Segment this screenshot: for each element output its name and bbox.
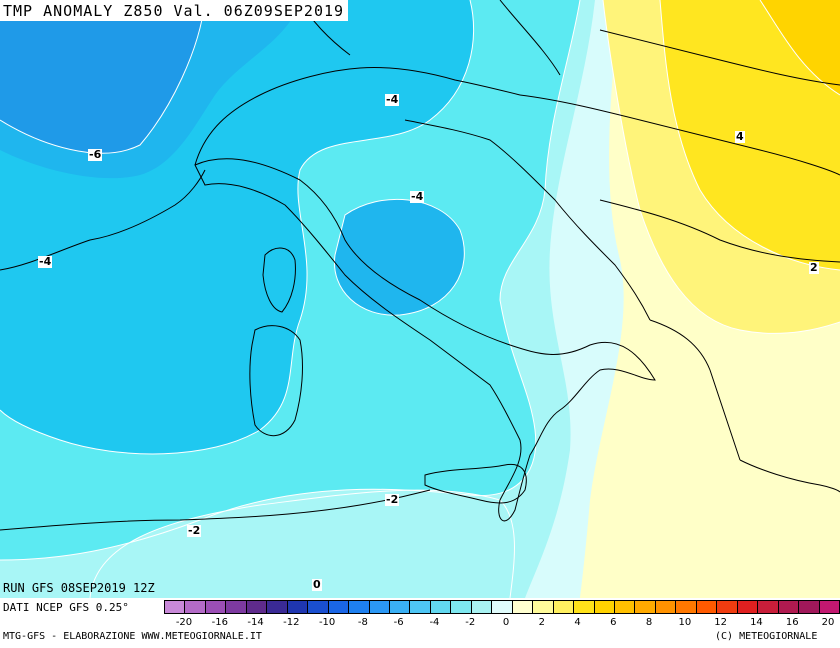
- credit-right: (C) METEOGIORNALE: [715, 631, 818, 642]
- anomaly-band-neg8-6: [0, 0, 205, 160]
- scale-swatch: [676, 601, 697, 613]
- scale-swatch: [655, 601, 677, 613]
- contour-lines: [0, 0, 840, 598]
- credit-left: MTG-GFS - ELABORAZIONE WWW.METEOGIORNALE…: [3, 631, 262, 642]
- scale-tick-label: -6: [393, 617, 404, 628]
- scale-tick-label: -8: [357, 617, 368, 628]
- scale-swatch: [349, 601, 370, 613]
- contour-label: 0: [312, 578, 322, 591]
- scale-swatch: [778, 601, 800, 613]
- contour-label: -4: [385, 93, 400, 106]
- scale-tick-label: -16: [211, 617, 228, 628]
- scale-tick-label: 14: [750, 617, 763, 628]
- scale-tick-label: 16: [785, 617, 799, 628]
- color-scale-bar: [164, 600, 840, 614]
- scale-swatch: [165, 601, 186, 613]
- scale-tick-label: -20: [175, 617, 193, 628]
- scale-swatch: [533, 601, 554, 613]
- scale-swatch: [574, 601, 595, 613]
- scale-tick-label: -14: [247, 617, 264, 628]
- scale-swatch: [451, 601, 472, 613]
- anomaly-band-central-italy: [334, 199, 465, 316]
- coastlines-and-borders: [0, 0, 840, 531]
- scale-tick-label: 12: [714, 617, 728, 628]
- contour-label: -2: [385, 493, 400, 506]
- scale-tick-label: -4: [429, 617, 440, 628]
- scale-tick-label: 20: [821, 617, 835, 628]
- scale-tick-label: 4: [574, 617, 581, 628]
- scale-swatch: [308, 601, 329, 613]
- scale-swatch: [246, 601, 268, 613]
- scale-swatch: [594, 601, 615, 613]
- scale-swatch: [267, 601, 288, 613]
- anomaly-band-nw-edge: [0, 0, 300, 179]
- scale-swatch: [512, 601, 534, 613]
- scale-swatch: [369, 601, 390, 613]
- anomaly-band-south-pale: [90, 490, 515, 598]
- temperature-anomaly-map: [0, 0, 840, 598]
- scale-swatch: [819, 601, 840, 613]
- scale-tick-label: -12: [283, 617, 300, 628]
- contour-label: -4: [38, 255, 53, 268]
- color-scale-ticks: -20 -16 -14 -12 -10 -8 -6 -4 -2 0 2 4 6 8 10 12 14 16 20: [164, 617, 840, 629]
- scale-tick-label: -10: [318, 617, 336, 628]
- scale-swatch: [717, 601, 738, 613]
- scale-swatch: [635, 601, 656, 613]
- anomaly-band-4-6: [660, 0, 840, 270]
- scale-tick-label: 8: [645, 617, 653, 628]
- scale-swatch: [614, 601, 636, 613]
- scale-swatch: [696, 601, 718, 613]
- contour-label: -4: [410, 190, 425, 203]
- data-source-label: DATI NCEP GFS 0.25°: [3, 601, 129, 614]
- scale-tick-label: 2: [538, 617, 545, 628]
- scale-tick-label: 10: [678, 617, 692, 628]
- map-title: TMP ANOMALY Z850 Val. 06Z09SEP2019: [0, 0, 349, 21]
- contour-label: -2: [187, 524, 202, 537]
- scale-tick-label: -2: [465, 617, 476, 628]
- scale-swatch: [389, 601, 411, 613]
- scale-swatch: [553, 601, 575, 613]
- scale-swatch: [430, 601, 452, 613]
- scale-swatch: [410, 601, 431, 613]
- scale-tick-label: 6: [610, 617, 617, 628]
- scale-swatch: [737, 601, 759, 613]
- scale-swatch: [758, 601, 779, 613]
- scale-swatch: [328, 601, 350, 613]
- scale-swatch: [185, 601, 206, 613]
- scale-swatch: [492, 601, 513, 613]
- scale-swatch: [799, 601, 820, 613]
- contour-label: -6: [88, 148, 103, 161]
- scale-tick-label: 0: [502, 617, 510, 628]
- contour-label: 4: [735, 130, 745, 143]
- scale-swatch: [226, 601, 247, 613]
- run-label: RUN GFS 08SEP2019 12Z: [3, 581, 155, 595]
- anomaly-band-6-8: [760, 0, 840, 95]
- contour-label: 2: [809, 261, 819, 274]
- scale-swatch: [287, 601, 309, 613]
- scale-swatch: [205, 601, 227, 613]
- scale-swatch: [471, 601, 493, 613]
